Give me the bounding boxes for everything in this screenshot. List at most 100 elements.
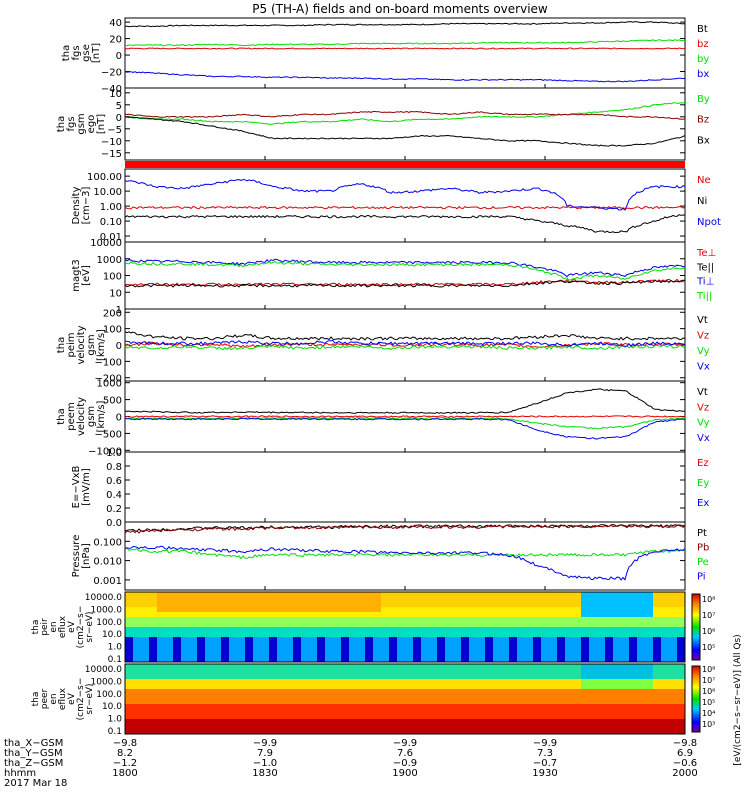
spec-cell: [381, 714, 390, 720]
spec-cell: [197, 592, 206, 598]
colorbar-tick: 10³: [702, 720, 715, 729]
spec-cell: [533, 674, 542, 680]
spec-cell: [253, 592, 262, 598]
spec-cell: [125, 679, 134, 685]
spec-cell: [173, 627, 182, 633]
spec-cell: [517, 684, 526, 690]
spec-cell: [661, 729, 670, 735]
spec-cell: [229, 617, 238, 623]
spec-cell: [493, 674, 502, 680]
spec-cell: [149, 684, 158, 690]
spec-cell: [541, 664, 550, 670]
spec-cell: [341, 597, 350, 603]
spec-cell: [541, 602, 550, 608]
spec-cell: [637, 592, 646, 598]
spec-cell: [533, 617, 542, 623]
spec-cell: [669, 679, 678, 685]
spec-cell: [213, 597, 222, 603]
spec-cell: [349, 684, 358, 690]
spec-cell: [645, 689, 654, 695]
spec-cell: [245, 632, 254, 638]
spec-cell: [221, 647, 230, 653]
spec-cell: [389, 632, 398, 638]
spec-cell: [333, 602, 342, 608]
spec-cell: [573, 612, 582, 618]
spec-cell: [397, 724, 406, 730]
spec-cell: [541, 674, 550, 680]
spec-cell: [253, 714, 262, 720]
spec-cell: [413, 617, 422, 623]
spec-cell: [477, 699, 486, 705]
spec-cell: [525, 607, 534, 613]
spec-cell: [205, 617, 214, 623]
spec-cell: [389, 679, 398, 685]
spec-cell: [461, 704, 470, 710]
spec-cell: [221, 612, 230, 618]
spec-cell: [541, 724, 550, 730]
spec-cell: [389, 724, 398, 730]
spec-cell: [461, 622, 470, 628]
spec-cell: [405, 699, 414, 705]
y-tick-label: 0.0: [106, 518, 122, 529]
spec-cell: [317, 709, 326, 715]
spec-cell: [605, 664, 614, 670]
spec-cell: [341, 669, 350, 675]
spec-cell: [325, 617, 334, 623]
spec-cell: [229, 699, 238, 705]
spec-cell: [533, 607, 542, 613]
spec-cell: [365, 592, 374, 598]
spec-cell: [325, 684, 334, 690]
spec-cell: [549, 679, 558, 685]
spec-cell: [461, 637, 470, 643]
spec-cell: [501, 592, 510, 598]
spec-cell: [453, 689, 462, 695]
spec-cell: [357, 612, 366, 618]
y-label-line: magt3: [71, 259, 82, 292]
spec-cell: [221, 657, 230, 663]
spec-cell: [493, 664, 502, 670]
spec-cell: [365, 642, 374, 648]
spec-cell: [165, 657, 174, 663]
spec-cell: [645, 657, 654, 663]
spec-cell: [581, 617, 590, 623]
spec-cell: [669, 694, 678, 700]
spec-cell: [133, 684, 142, 690]
spec-cell: [373, 724, 382, 730]
spec-cell: [309, 684, 318, 690]
spec-cell: [413, 699, 422, 705]
spec-cell: [453, 657, 462, 663]
spec-cell: [157, 607, 166, 613]
spec-cell: [261, 637, 270, 643]
spec-cell: [373, 597, 382, 603]
spec-cell: [125, 694, 134, 700]
spec-cell: [357, 622, 366, 628]
spec-cell: [453, 674, 462, 680]
spec-cell: [405, 657, 414, 663]
spec-cell: [453, 597, 462, 603]
legend-Vt: Vt: [697, 315, 708, 326]
spec-cell: [573, 627, 582, 633]
spec-cell: [349, 657, 358, 663]
spec-cell: [501, 602, 510, 608]
spec-cell: [245, 669, 254, 675]
spec-cell: [549, 699, 558, 705]
spec-cell: [277, 709, 286, 715]
spec-cell: [357, 597, 366, 603]
spec-cell: [501, 729, 510, 735]
spec-cell: [589, 674, 598, 680]
spec-cell: [621, 637, 630, 643]
spec-cell: [477, 719, 486, 725]
spec-cell: [469, 694, 478, 700]
spec-cell: [509, 699, 518, 705]
spec-cell: [133, 602, 142, 608]
spec-cell: [589, 632, 598, 638]
spec-cell: [253, 699, 262, 705]
spec-cell: [461, 617, 470, 623]
spec-cell: [309, 602, 318, 608]
spec-cell: [533, 719, 542, 725]
spec-cell: [285, 694, 294, 700]
spec-cell: [301, 709, 310, 715]
spec-cell: [565, 627, 574, 633]
spec-cell: [309, 647, 318, 653]
spec-cell: [533, 657, 542, 663]
